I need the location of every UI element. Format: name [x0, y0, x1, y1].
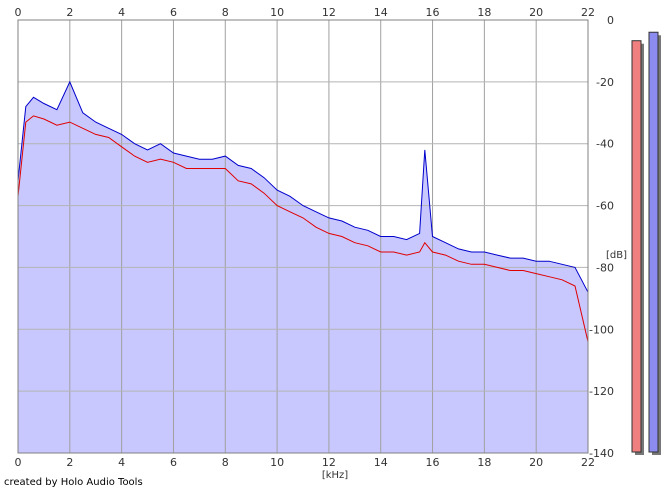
x-tick-label-bottom: 6 [170, 456, 177, 469]
level-meters [631, 31, 661, 456]
x-tick-label-top: 2 [66, 6, 73, 19]
x-tick-label-top: 10 [270, 6, 284, 19]
y-tick-label: -20 [596, 76, 614, 89]
series-line-1 [17, 115, 589, 342]
x-axis-label: [kHz] [322, 470, 348, 481]
level-meter-bar [631, 40, 642, 453]
x-tick-label-bottom: 0 [15, 456, 22, 469]
y-axis-label: [dB] [606, 250, 627, 261]
x-tick-label-top: 22 [581, 6, 595, 19]
x-tick-label-bottom: 16 [426, 456, 440, 469]
x-tick-label-bottom: 10 [270, 456, 284, 469]
y-tick-label: -60 [596, 200, 614, 213]
x-tick-label-top: 0 [15, 6, 22, 19]
x-tick-label-top: 4 [118, 6, 125, 19]
x-tick-label-top: 8 [222, 6, 229, 19]
x-tick-label-bottom: 18 [477, 456, 491, 469]
x-tick-label-top: 18 [477, 6, 491, 19]
x-tick-label-bottom: 20 [529, 456, 543, 469]
y-tick-label: -120 [589, 385, 614, 398]
x-tick-label-top: 6 [170, 6, 177, 19]
x-tick-label-bottom: 14 [374, 456, 388, 469]
series-group [17, 80, 589, 342]
x-tick-label-top: 20 [529, 6, 543, 19]
x-tick-label-bottom: 22 [581, 456, 595, 469]
y-axis-ticks: 0 -20 -40 -60 -80 -100 -120 -140 [589, 14, 614, 460]
x-axis-bottom-ticks: 0 2 4 6 8 10 12 14 16 18 20 22 [15, 456, 596, 469]
y-tick-label: -80 [596, 261, 614, 274]
series-line-2 [17, 80, 589, 293]
x-tick-label-bottom: 4 [118, 456, 125, 469]
plot-frame [17, 19, 589, 454]
x-tick-label-top: 14 [374, 6, 388, 19]
level-meter-bar [648, 31, 659, 453]
x-tick-label-top: 16 [426, 6, 440, 19]
y-tick-label: 0 [607, 14, 614, 27]
x-tick-label-top: 12 [322, 6, 336, 19]
x-axis-top-ticks: 0 2 4 6 8 10 12 14 16 18 20 22 [15, 6, 596, 19]
x-tick-label-bottom: 8 [222, 456, 229, 469]
credit-text: created by Holo Audio Tools [4, 477, 143, 488]
y-tick-label: -140 [589, 447, 614, 460]
x-tick-label-bottom: 12 [322, 456, 336, 469]
y-tick-label: -40 [596, 138, 614, 151]
y-tick-label: -100 [589, 323, 614, 336]
x-tick-label-bottom: 2 [66, 456, 73, 469]
